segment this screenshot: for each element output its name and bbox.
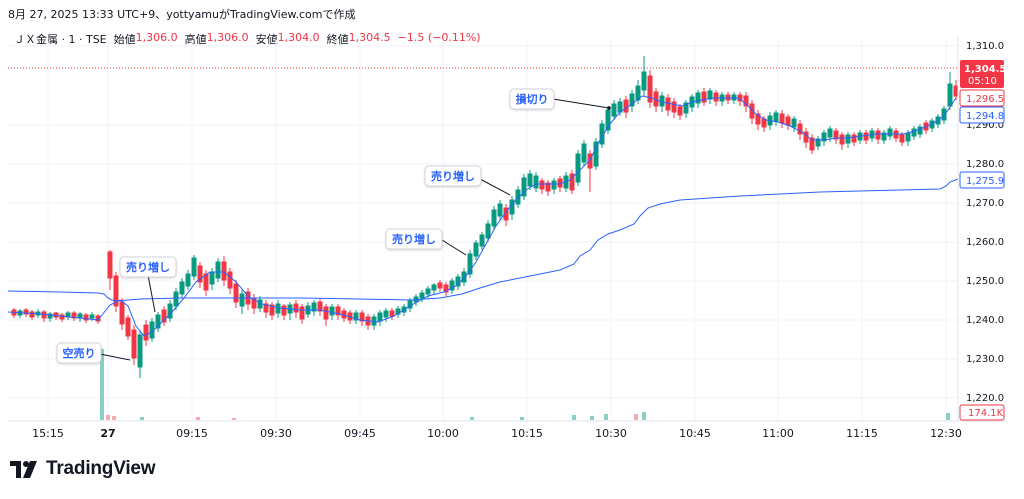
price-label-text: 1,296.5 bbox=[966, 94, 1004, 105]
bar-countdown: 05:10 bbox=[968, 76, 997, 87]
price-tick: 1,250.0 bbox=[966, 276, 1004, 287]
chart-caption: 8月 27, 2025 13:33 UTC+9、yottyamuがTrading… bbox=[8, 8, 356, 21]
high-value: 1,306.0 bbox=[206, 31, 249, 44]
moving-average-line bbox=[7, 95, 957, 337]
volume-label-text: 174.1K bbox=[968, 408, 1004, 419]
price-tick: 1,230.0 bbox=[966, 354, 1004, 365]
last-price-value: 1,304.5 bbox=[964, 64, 1006, 75]
low-value: 1,304.0 bbox=[277, 31, 320, 44]
annotation-stoploss[interactable]: 損切り bbox=[509, 88, 611, 110]
time-tick: 27 bbox=[100, 427, 115, 440]
price-label-ma: 1,294.8 bbox=[959, 106, 1005, 124]
annotation-short-entry[interactable]: 空売り bbox=[56, 342, 131, 364]
last-price-badge: 1,304.5 05:10 bbox=[960, 60, 1006, 88]
grid bbox=[8, 40, 958, 420]
time-tick: 09:45 bbox=[344, 427, 376, 440]
change-value: −1.5 (−0.11%) bbox=[397, 31, 481, 44]
time-tick: 10:30 bbox=[595, 427, 627, 440]
tradingview-brand[interactable]: TradingView bbox=[10, 458, 156, 480]
volume-label: 174.1K bbox=[959, 404, 1005, 421]
price-axis[interactable]: 1,310.0 1,290.0 1,280.0 1,270.0 1,260.0 … bbox=[957, 36, 1004, 422]
time-tick: 11:15 bbox=[846, 427, 878, 440]
price-tick: 1,310.0 bbox=[966, 41, 1004, 52]
time-tick: 12:30 bbox=[930, 427, 962, 440]
price-tick: 1,260.0 bbox=[966, 237, 1004, 248]
annotation-add-short-1-label: 売り増し bbox=[431, 169, 475, 183]
time-axis[interactable]: 15:15 27 09:15 09:30 09:45 10:00 10:15 1… bbox=[8, 420, 1008, 440]
annotation-add-short-2[interactable]: 売り増し bbox=[385, 228, 467, 256]
price-tick: 1,290.0 bbox=[966, 120, 1004, 131]
close-value: 1,304.5 bbox=[348, 31, 391, 44]
symbol-legend: ＪＸ金属 · 1 · TSE 始値 1,306.0 高値 1,306.0 安値 … bbox=[14, 31, 481, 47]
high-label: 高値 bbox=[184, 33, 207, 46]
open-value: 1,306.0 bbox=[135, 31, 178, 44]
vwap-line bbox=[7, 178, 959, 302]
time-tick: 10:00 bbox=[427, 427, 459, 440]
close-label: 終値 bbox=[326, 33, 349, 46]
price-tick: 1,270.0 bbox=[966, 198, 1004, 209]
time-tick: 15:15 bbox=[32, 427, 64, 440]
price-label-red: 1,296.5 bbox=[959, 89, 1005, 107]
price-tick: 1,240.0 bbox=[966, 315, 1004, 326]
open-label: 始値 bbox=[113, 33, 136, 46]
time-tick: 09:30 bbox=[260, 427, 292, 440]
time-tick: 10:15 bbox=[511, 427, 543, 440]
price-label-vwap: 1,275.9 bbox=[959, 171, 1005, 189]
annotation-add-short-3-label: 売り増し bbox=[126, 260, 170, 274]
annotation-add-short-3[interactable]: 売り増し bbox=[119, 256, 177, 313]
time-tick: 10:45 bbox=[679, 427, 711, 440]
price-tick: 1,280.0 bbox=[966, 159, 1004, 170]
volume-bars bbox=[100, 349, 950, 420]
price-label-text: 1,275.9 bbox=[966, 176, 1004, 187]
annotation-stoploss-label: 損切り bbox=[516, 92, 549, 106]
price-tick: 1,220.0 bbox=[966, 393, 1004, 404]
annotation-short-entry-label: 空売り bbox=[63, 346, 96, 360]
brand-name: TradingView bbox=[46, 458, 156, 479]
annotation-add-short-2-label: 売り増し bbox=[392, 232, 436, 246]
time-tick: 09:15 bbox=[176, 427, 208, 440]
time-tick: 11:00 bbox=[762, 427, 794, 440]
price-label-text: 1,294.8 bbox=[966, 111, 1004, 122]
symbol-name[interactable]: ＪＸ金属 · 1 · TSE bbox=[14, 33, 107, 46]
low-label: 安値 bbox=[255, 33, 278, 46]
annotation-add-short-1[interactable]: 売り増し bbox=[424, 165, 511, 196]
tradingview-logo-icon bbox=[10, 460, 37, 478]
